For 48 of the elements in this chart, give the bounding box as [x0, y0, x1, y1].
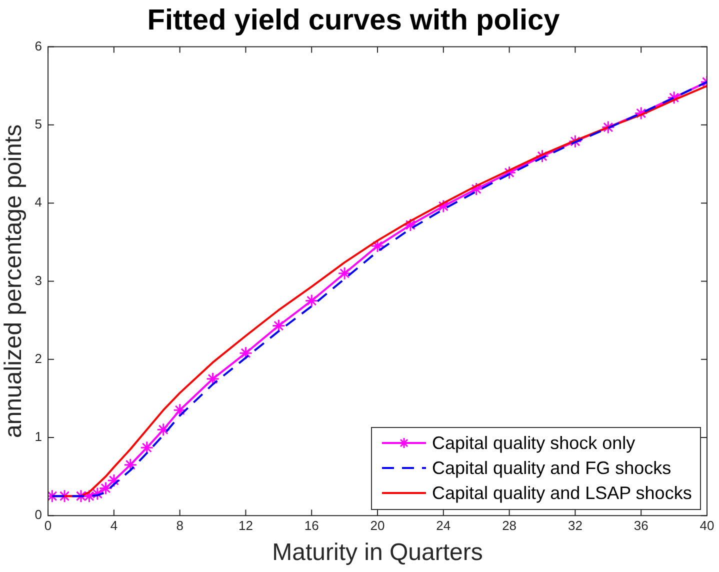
legend-label: Capital quality and FG shocks: [432, 458, 672, 479]
point: [156, 422, 170, 436]
point: [98, 482, 112, 496]
x-tick-label: 16: [304, 518, 319, 533]
point: [667, 90, 681, 104]
point: [568, 134, 582, 148]
point: [634, 106, 648, 120]
x-tick-label: 40: [700, 518, 714, 533]
y-axis-title: annualized percentage points: [0, 124, 28, 438]
point: [304, 294, 318, 308]
point: [502, 166, 516, 180]
x-tick-label: 4: [110, 518, 118, 533]
x-tick-label: 8: [176, 518, 184, 533]
legend-label: Capital quality shock only: [432, 432, 636, 454]
point: [206, 372, 220, 386]
x-tick-label: 12: [238, 518, 253, 533]
point: [436, 199, 450, 213]
x-axis-title: Maturity in Quarters: [272, 539, 483, 566]
x-tick-label: 32: [568, 518, 582, 533]
y-tick-label: 4: [34, 194, 42, 210]
y-tick-label: 1: [34, 429, 42, 444]
point: [470, 182, 484, 196]
x-tick-label: 36: [634, 518, 648, 533]
point: [272, 318, 286, 332]
point: [370, 239, 384, 253]
x-tick-label: 20: [370, 518, 385, 533]
x-tick-label: 28: [502, 518, 517, 533]
point: [124, 458, 138, 472]
x-tick-label: 24: [436, 518, 451, 533]
x-tick-label: 0: [44, 518, 52, 533]
point: [601, 120, 615, 134]
y-tick-label: 3: [34, 272, 42, 288]
y-tick-label: 0: [34, 507, 42, 522]
y-tick-label: 5: [34, 116, 42, 132]
point: [338, 266, 352, 280]
point: [107, 474, 121, 488]
point: [404, 218, 418, 232]
point: [173, 403, 187, 417]
y-tick-label: 6: [34, 38, 42, 54]
point: [140, 440, 154, 454]
y-tick-label: 2: [34, 350, 42, 366]
point: [58, 489, 72, 503]
point: [536, 149, 550, 163]
point: [74, 489, 88, 503]
point: [238, 346, 252, 360]
point: [90, 486, 104, 500]
legend-label: Capital quality and LSAP shocks: [432, 482, 692, 504]
chart-title: Fitted yield curves with policy: [147, 4, 560, 36]
